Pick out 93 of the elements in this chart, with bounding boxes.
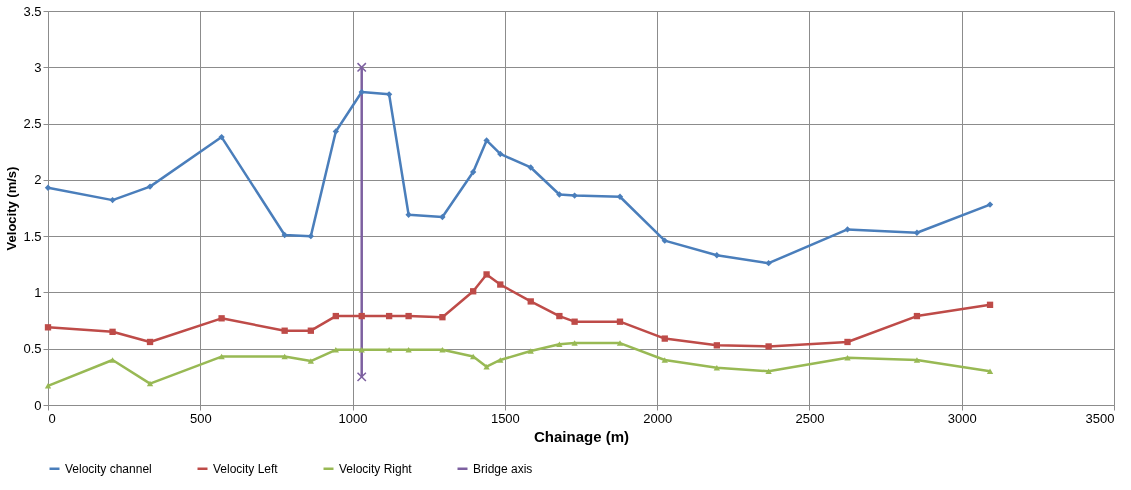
point bbox=[44, 324, 52, 331]
point bbox=[571, 318, 578, 325]
point bbox=[616, 193, 624, 200]
point bbox=[405, 312, 412, 320]
point bbox=[44, 383, 52, 389]
point bbox=[527, 164, 534, 171]
y-axis-title: Velocity (m/s) bbox=[4, 166, 20, 251]
point bbox=[332, 347, 339, 353]
point bbox=[765, 260, 772, 267]
point bbox=[844, 338, 851, 346]
point bbox=[218, 133, 225, 141]
point bbox=[358, 88, 365, 96]
point bbox=[986, 201, 994, 208]
point bbox=[913, 312, 921, 320]
x-tick-label: 3500 bbox=[1085, 410, 1115, 426]
point bbox=[307, 358, 315, 364]
y-tick-label: 0 bbox=[34, 397, 42, 413]
point bbox=[556, 341, 563, 347]
y-tick-label: 3.5 bbox=[23, 3, 42, 19]
point bbox=[405, 347, 412, 353]
point bbox=[218, 353, 225, 360]
point bbox=[281, 327, 288, 334]
point bbox=[385, 312, 393, 320]
y-tick-label: 2.5 bbox=[23, 116, 42, 132]
point bbox=[527, 298, 534, 305]
point bbox=[713, 342, 720, 349]
point bbox=[44, 184, 52, 191]
point bbox=[986, 368, 994, 374]
point bbox=[661, 335, 668, 342]
point bbox=[109, 328, 116, 335]
y-tick-label: 0.5 bbox=[23, 341, 42, 357]
legend-label: Bridge axis bbox=[473, 461, 533, 476]
point bbox=[439, 314, 446, 321]
point bbox=[439, 213, 446, 221]
point bbox=[332, 312, 339, 320]
point bbox=[616, 318, 624, 325]
x-tick-label: 0 bbox=[48, 410, 56, 426]
point bbox=[527, 348, 534, 354]
point bbox=[483, 137, 490, 144]
y-tick-label: 2 bbox=[34, 172, 42, 188]
point bbox=[358, 347, 365, 353]
x-tick-label: 2000 bbox=[643, 410, 673, 426]
legend-label: Velocity Right bbox=[339, 461, 413, 476]
point bbox=[661, 237, 668, 244]
point bbox=[913, 357, 921, 363]
point bbox=[146, 338, 154, 346]
point bbox=[661, 357, 668, 363]
point bbox=[913, 229, 921, 236]
point bbox=[109, 357, 116, 363]
point bbox=[765, 343, 772, 350]
legend-label: Velocity channel bbox=[65, 461, 152, 476]
point bbox=[571, 340, 578, 346]
point bbox=[439, 347, 446, 353]
point bbox=[571, 192, 578, 199]
point bbox=[986, 301, 994, 308]
point bbox=[470, 168, 477, 176]
point bbox=[109, 196, 116, 204]
point bbox=[497, 357, 504, 363]
point bbox=[307, 327, 315, 334]
point bbox=[497, 281, 504, 288]
point bbox=[307, 232, 315, 240]
point bbox=[146, 380, 154, 387]
point bbox=[713, 252, 720, 259]
x-tick-label: 1000 bbox=[338, 410, 368, 426]
point bbox=[356, 371, 367, 382]
point bbox=[616, 340, 624, 346]
y-tick-label: 1 bbox=[34, 284, 42, 300]
point bbox=[281, 231, 288, 239]
point bbox=[713, 365, 720, 371]
point bbox=[483, 271, 490, 278]
point bbox=[405, 211, 412, 218]
x-axis-title: Chainage (m) bbox=[533, 427, 630, 445]
point bbox=[556, 312, 563, 320]
point bbox=[332, 128, 339, 135]
x-tick-label: 1500 bbox=[490, 410, 520, 426]
x-tick-label: 2500 bbox=[795, 410, 825, 426]
point bbox=[385, 347, 393, 353]
point bbox=[844, 226, 851, 233]
x-tick-label: 3000 bbox=[947, 410, 977, 426]
y-tick-label: 3 bbox=[34, 59, 42, 75]
point bbox=[358, 312, 365, 320]
point bbox=[497, 150, 504, 158]
point bbox=[470, 288, 477, 295]
point bbox=[385, 91, 393, 98]
point bbox=[218, 315, 225, 322]
x-tick-label: 500 bbox=[189, 410, 212, 426]
point bbox=[470, 353, 477, 360]
point bbox=[556, 191, 563, 198]
legend-label: Velocity Left bbox=[213, 461, 279, 476]
point bbox=[146, 183, 154, 190]
point bbox=[765, 368, 772, 374]
point bbox=[356, 62, 367, 73]
y-tick-label: 1.5 bbox=[23, 228, 42, 244]
